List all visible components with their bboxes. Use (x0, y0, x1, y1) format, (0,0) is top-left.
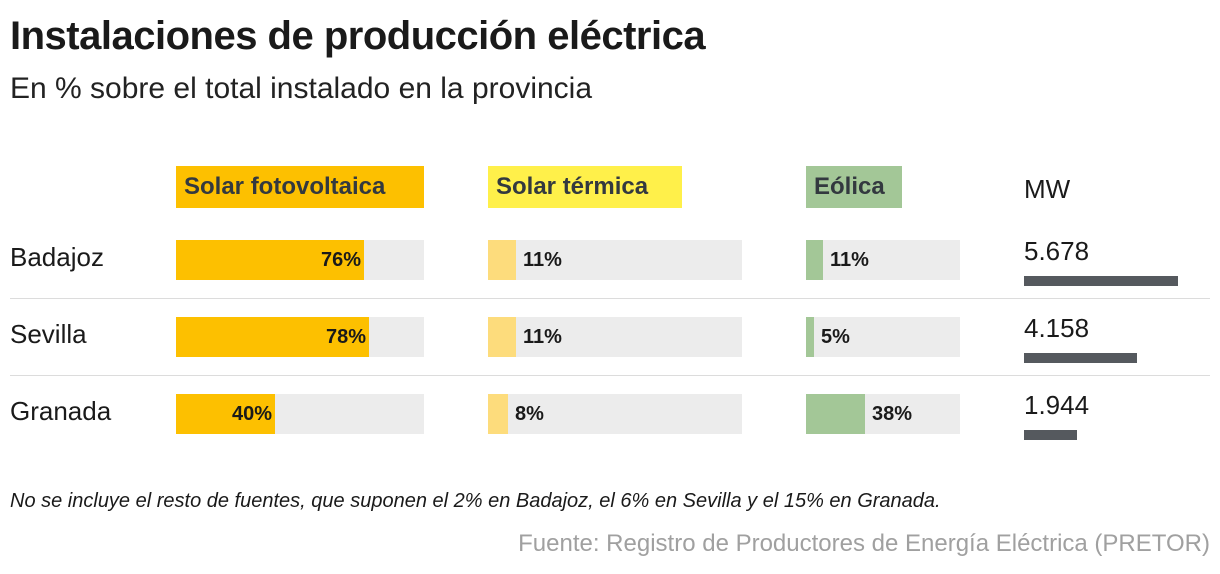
data-label-solar-termica: 11% (523, 326, 562, 348)
mw-bar (1024, 276, 1178, 286)
row-divider (10, 298, 1210, 299)
bar-solar-termica (488, 394, 508, 434)
bar-solar-fotovoltaica (176, 394, 275, 434)
bar-eolica (806, 394, 865, 434)
bar-track-solar-termica: 11% (488, 317, 742, 357)
data-label-eolica: 38% (872, 403, 913, 425)
source-credit: Fuente: Registro de Productores de Energ… (518, 530, 1210, 557)
data-label-eolica: 5% (821, 326, 850, 348)
bar-solar-termica (488, 317, 516, 357)
mw-value: 5.678 (1024, 236, 1090, 266)
column-header-solar-fotovoltaica: Solar fotovoltaica (176, 166, 424, 208)
bar-track-solar-fotovoltaica: 78% (176, 317, 424, 357)
mw-bar (1024, 353, 1137, 363)
mw-value: 1.944 (1024, 390, 1090, 420)
bar-solar-fotovoltaica (176, 240, 364, 280)
column-header-eolica: Eólica (806, 166, 902, 208)
data-label-solar-termica: 11% (523, 249, 562, 271)
column-header-mw: MW (1024, 174, 1071, 204)
bar-track-solar-fotovoltaica: 76% (176, 240, 424, 280)
row-label: Granada (10, 396, 112, 426)
mw-value: 4.158 (1024, 313, 1090, 343)
bar-eolica (806, 317, 814, 357)
bar-track-eolica: 11% (806, 240, 960, 280)
chart-title: Instalaciones de producción eléctrica (10, 14, 706, 58)
bar-track-solar-termica: 11% (488, 240, 742, 280)
bar-solar-termica (488, 240, 516, 280)
data-label-eolica: 11% (830, 249, 869, 271)
row-label: Badajoz (10, 242, 104, 272)
bar-track-solar-termica: 8% (488, 394, 742, 434)
bar-track-eolica: 38% (806, 394, 960, 434)
data-label-solar-fotovoltaica: 78% (325, 326, 366, 348)
data-label-solar-fotovoltaica: 76% (320, 249, 361, 271)
data-label-solar-termica: 8% (515, 403, 544, 425)
row-label: Sevilla (10, 319, 87, 349)
bar-eolica (806, 240, 823, 280)
bar-track-eolica: 5% (806, 317, 960, 357)
chart-subtitle: En % sobre el total instalado en la prov… (10, 72, 593, 105)
bar-track-solar-fotovoltaica: 40% (176, 394, 424, 434)
mw-bar (1024, 430, 1077, 440)
row-divider (10, 375, 1210, 376)
bar-solar-fotovoltaica (176, 317, 369, 357)
data-label-solar-fotovoltaica: 40% (231, 403, 272, 425)
footnote: No se incluye el resto de fuentes, que s… (10, 490, 941, 512)
column-header-solar-termica: Solar térmica (488, 166, 682, 208)
